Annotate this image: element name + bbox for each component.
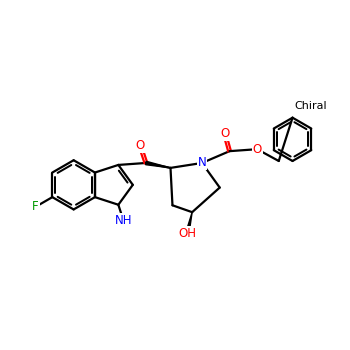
Text: O: O xyxy=(220,127,229,140)
Text: Chiral: Chiral xyxy=(294,101,327,111)
Polygon shape xyxy=(186,212,192,234)
Text: OH: OH xyxy=(178,228,196,240)
Polygon shape xyxy=(146,161,170,168)
Text: O: O xyxy=(252,143,262,156)
Text: N: N xyxy=(198,156,206,169)
Text: NH: NH xyxy=(115,214,132,227)
Text: F: F xyxy=(32,201,38,214)
Text: O: O xyxy=(135,139,145,152)
